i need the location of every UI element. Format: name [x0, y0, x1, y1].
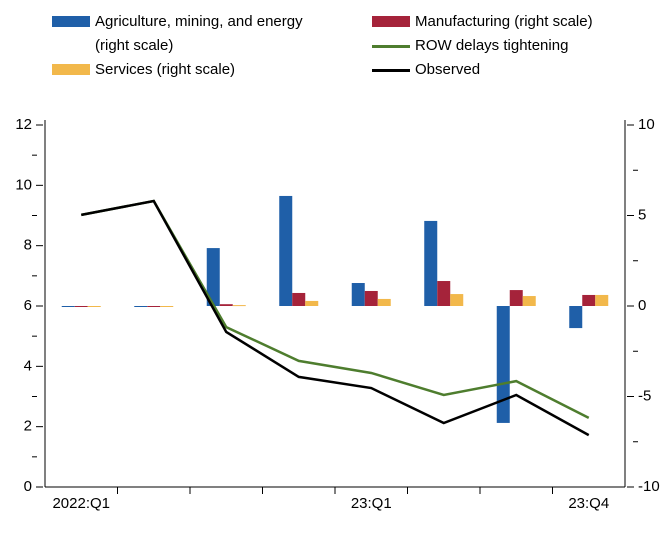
- bar: [305, 300, 319, 306]
- legend-item: Services (right scale): [52, 58, 332, 82]
- y2-tick-label: 10: [638, 116, 655, 133]
- legend-item: ROW delays tightening: [372, 34, 652, 58]
- y-tick-label: 6: [24, 297, 32, 314]
- legend-label: ROW delays tightening: [415, 37, 569, 54]
- y-tick-label: 12: [15, 116, 32, 133]
- bar: [509, 290, 523, 306]
- y2-tick-label: -5: [638, 387, 651, 404]
- y-tick-label: 8: [24, 237, 32, 254]
- bar: [61, 306, 75, 307]
- bar: [279, 195, 293, 306]
- bar: [160, 306, 174, 307]
- bar: [74, 306, 88, 307]
- bar: [219, 304, 233, 306]
- line: [81, 199, 590, 437]
- x-tick-label: 23:Q1: [351, 495, 392, 512]
- bar: [450, 294, 464, 306]
- bar: [134, 306, 148, 307]
- bar: [147, 306, 161, 307]
- bar: [437, 281, 451, 306]
- y-tick-label: 10: [15, 176, 32, 193]
- y2-tick-label: -10: [638, 478, 660, 495]
- legend-item: Manufacturing (right scale): [372, 10, 652, 34]
- legend-label: Agriculture, mining, and energy (right s…: [95, 13, 303, 54]
- y2-tick-label: 0: [638, 297, 646, 314]
- bar: [377, 298, 391, 306]
- legend-swatch: [52, 64, 90, 75]
- legend-swatch: [372, 69, 410, 72]
- bar: [232, 305, 246, 307]
- legend-label: Observed: [415, 61, 481, 78]
- bar: [292, 292, 306, 306]
- bar: [496, 306, 510, 423]
- legend-label: Manufacturing (right scale): [415, 13, 593, 30]
- y2-tick-label: 5: [638, 206, 646, 223]
- bar: [351, 283, 365, 306]
- bar: [87, 306, 101, 307]
- legend-item: Agriculture, mining, and energy (right s…: [52, 10, 347, 58]
- bar: [364, 290, 378, 306]
- legend-swatch: [52, 16, 90, 27]
- bar: [206, 248, 220, 306]
- legend-swatch: [372, 45, 410, 48]
- y-tick-label: 2: [24, 418, 32, 435]
- y-tick-label: 4: [24, 357, 32, 374]
- legend-item: Observed: [372, 58, 652, 82]
- bar: [582, 294, 596, 306]
- bar: [522, 296, 536, 306]
- y-tick-label: 0: [24, 478, 32, 495]
- legend-label: Services (right scale): [95, 61, 236, 78]
- x-tick-label: 2022:Q1: [52, 495, 110, 512]
- bar: [424, 220, 438, 306]
- line: [81, 199, 590, 420]
- x-tick-label: 23:Q4: [568, 495, 609, 512]
- legend-swatch: [372, 16, 410, 27]
- bar: [595, 294, 609, 306]
- bar: [569, 306, 583, 329]
